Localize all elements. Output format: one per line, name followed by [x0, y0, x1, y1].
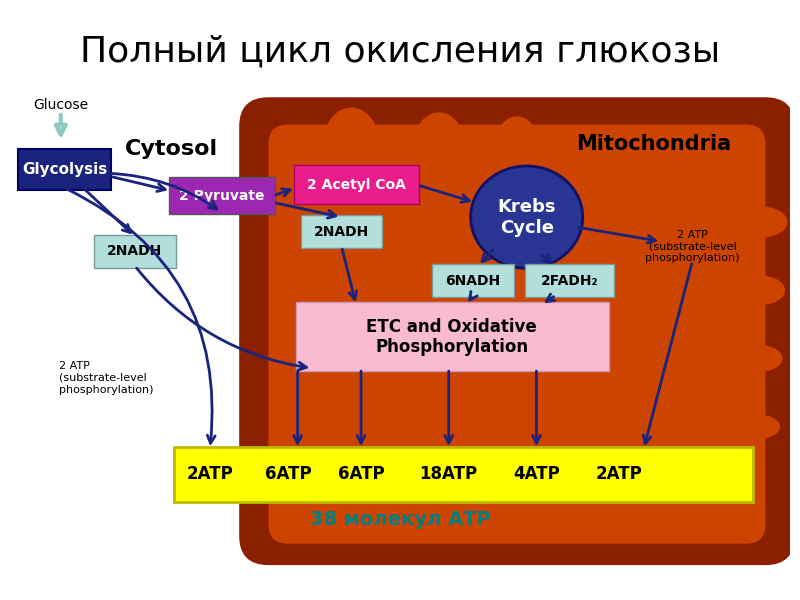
Text: 2NADH: 2NADH — [107, 244, 162, 258]
Ellipse shape — [736, 341, 794, 376]
Text: 2 ATP
(substrate-level
phosphorylation): 2 ATP (substrate-level phosphorylation) — [59, 361, 154, 395]
Text: 2 ATP
(substrate-level
phosphorylation): 2 ATP (substrate-level phosphorylation) — [645, 230, 740, 263]
Text: 6ATP: 6ATP — [338, 466, 384, 484]
FancyBboxPatch shape — [525, 264, 614, 297]
Text: 2 Pyruvate: 2 Pyruvate — [179, 189, 264, 203]
FancyBboxPatch shape — [174, 447, 753, 502]
Ellipse shape — [470, 166, 582, 268]
Ellipse shape — [317, 105, 386, 193]
FancyBboxPatch shape — [301, 215, 382, 248]
Text: Krebs
Cycle: Krebs Cycle — [498, 198, 556, 236]
Text: 6NADH: 6NADH — [446, 274, 501, 287]
Text: Glycolysis: Glycolysis — [22, 162, 107, 177]
Text: 18ATP: 18ATP — [420, 466, 478, 484]
Ellipse shape — [736, 275, 785, 305]
Text: Cytosol: Cytosol — [124, 139, 218, 159]
Ellipse shape — [734, 206, 787, 238]
Text: 2FADH₂: 2FADH₂ — [541, 274, 598, 287]
Ellipse shape — [323, 107, 379, 181]
Ellipse shape — [738, 411, 792, 442]
Text: 2ATP: 2ATP — [596, 466, 642, 484]
Ellipse shape — [741, 415, 780, 439]
Ellipse shape — [407, 110, 470, 188]
FancyBboxPatch shape — [18, 149, 111, 190]
FancyBboxPatch shape — [296, 302, 609, 371]
Ellipse shape — [490, 115, 544, 183]
Ellipse shape — [731, 203, 800, 242]
Ellipse shape — [734, 272, 797, 309]
Text: Glucose: Glucose — [34, 98, 88, 112]
FancyBboxPatch shape — [239, 97, 794, 565]
Text: 2 Acetyl CoA: 2 Acetyl CoA — [306, 178, 406, 192]
Text: 6ATP: 6ATP — [265, 466, 311, 484]
Text: 38 молекул АТР: 38 молекул АТР — [310, 510, 490, 529]
FancyBboxPatch shape — [269, 125, 766, 544]
Text: 2ATP: 2ATP — [186, 466, 234, 484]
Ellipse shape — [738, 346, 782, 371]
FancyBboxPatch shape — [432, 264, 514, 297]
FancyBboxPatch shape — [94, 235, 176, 268]
FancyBboxPatch shape — [294, 166, 419, 205]
Text: Полный цикл окисления глюкозы: Полный цикл окисления глюкозы — [80, 35, 720, 69]
Ellipse shape — [414, 112, 464, 176]
Text: ETC and Oxidative
Phosphorylation: ETC and Oxidative Phosphorylation — [366, 317, 537, 356]
Text: 2NADH: 2NADH — [314, 225, 369, 239]
Ellipse shape — [495, 116, 538, 172]
FancyBboxPatch shape — [169, 177, 275, 214]
Text: Mitochondria: Mitochondria — [576, 134, 731, 154]
Text: 4ATP: 4ATP — [513, 466, 560, 484]
